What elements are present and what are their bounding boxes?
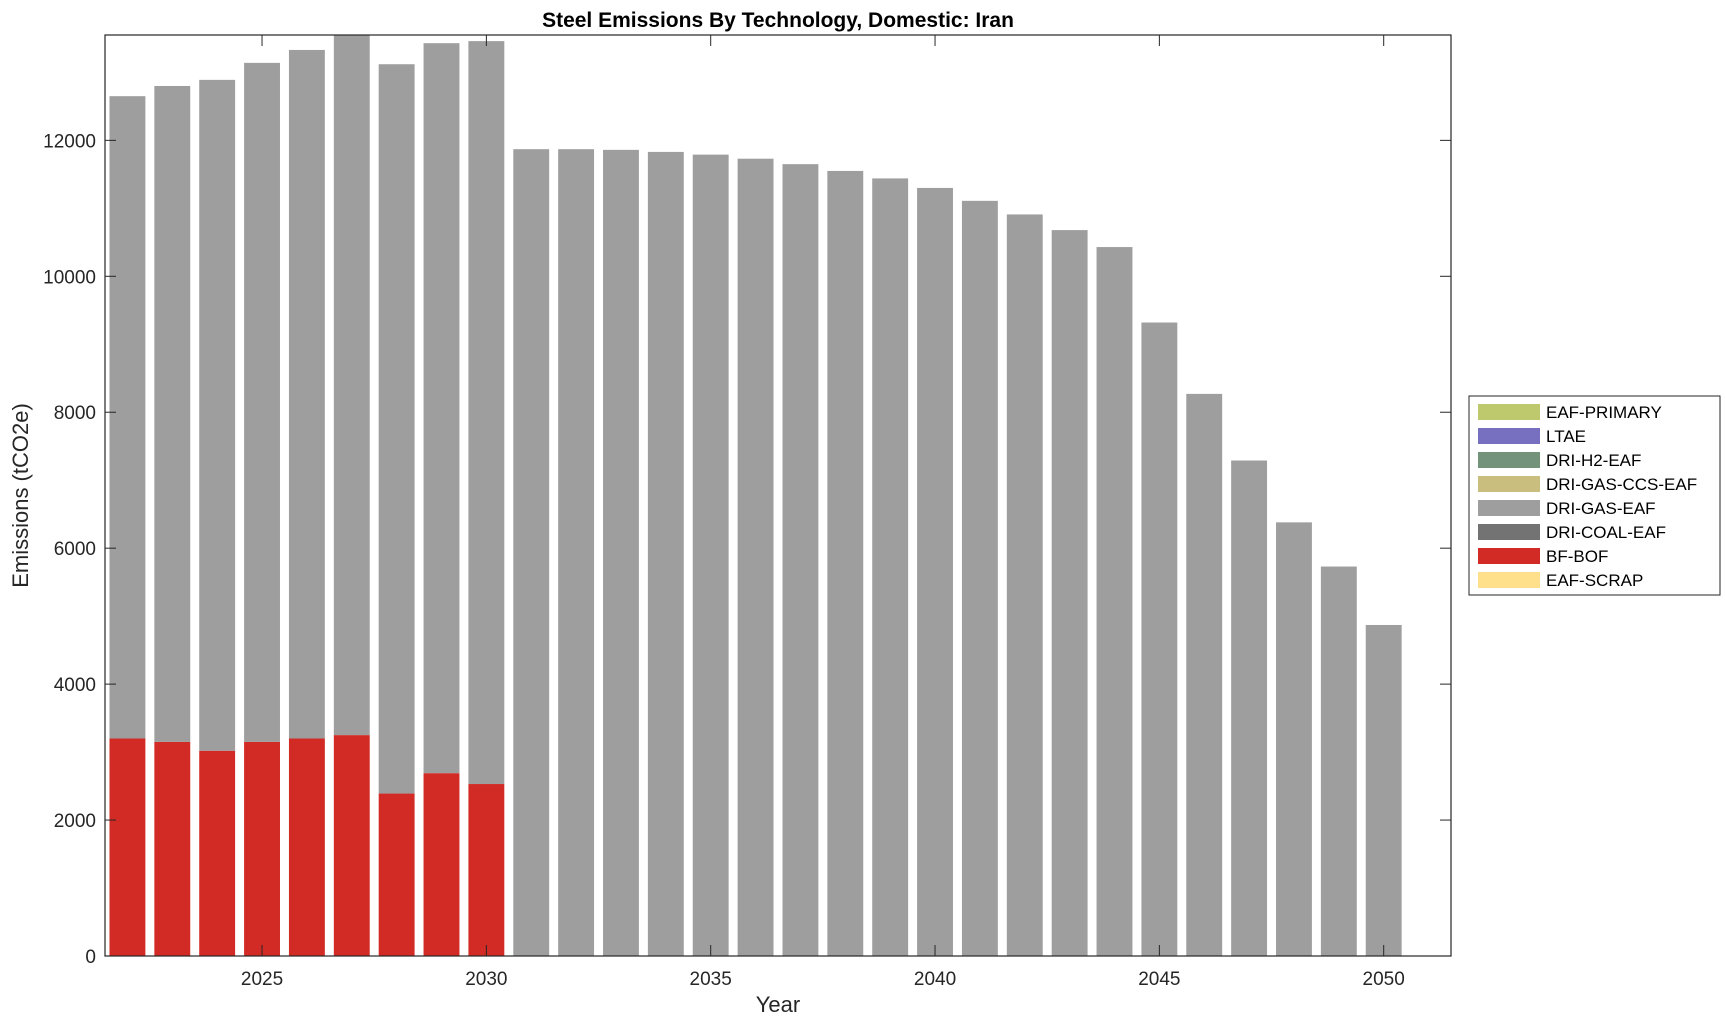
bar-bf-bof-2025 xyxy=(244,741,280,956)
bar-dri-gas-eaf-2025 xyxy=(244,62,280,742)
bar-dri-gas-eaf-2033 xyxy=(603,149,639,956)
bars-layer xyxy=(109,35,1402,957)
bar-bf-bof-2023 xyxy=(154,741,191,956)
bar-dri-gas-eaf-2026 xyxy=(288,49,325,739)
legend-label-dri-gas-ccs-eaf: DRI-GAS-CCS-EAF xyxy=(1546,475,1697,494)
y-tick-label: 4000 xyxy=(54,675,96,696)
bar-dri-gas-eaf-2041 xyxy=(961,200,998,957)
legend-swatch-bf-bof xyxy=(1478,548,1540,564)
bar-dri-gas-eaf-2027 xyxy=(333,35,370,736)
bar-dri-gas-eaf-2045 xyxy=(1141,322,1178,956)
legend-swatch-eaf-scrap xyxy=(1478,572,1540,588)
plot-frame xyxy=(104,34,1452,957)
bar-bf-bof-2028 xyxy=(378,793,415,956)
legend-swatch-ltae xyxy=(1478,428,1540,444)
legend-label-dri-gas-eaf: DRI-GAS-EAF xyxy=(1546,499,1656,518)
legend-label-eaf-primary: EAF-PRIMARY xyxy=(1546,403,1662,422)
y-tick-label: 10000 xyxy=(43,267,96,288)
bar-dri-gas-eaf-2037 xyxy=(782,164,819,956)
x-axis-label: Year xyxy=(756,992,800,1017)
bar-dri-gas-eaf-2035 xyxy=(692,154,729,956)
ticks-layer: 2025 2030 2035 2040 2045 2050 0 2000 4000 6000 800… xyxy=(43,35,1451,990)
bar-dri-gas-eaf-2034 xyxy=(647,151,684,956)
bar-dri-gas-eaf-2024 xyxy=(199,79,236,751)
bar-dri-gas-eaf-2028 xyxy=(378,64,415,794)
bar-bf-bof-2024 xyxy=(199,750,236,956)
y-tick-label: 12000 xyxy=(43,131,96,152)
bar-dri-gas-eaf-2022 xyxy=(109,96,146,739)
legend-swatch-eaf-primary xyxy=(1478,404,1540,420)
x-tick-label: 2045 xyxy=(1138,969,1180,990)
bar-dri-gas-eaf-2038 xyxy=(827,170,864,956)
bar-dri-gas-eaf-2044 xyxy=(1096,247,1133,956)
bar-dri-gas-eaf-2042 xyxy=(1006,214,1043,956)
bar-dri-gas-eaf-2029 xyxy=(423,43,460,774)
x-tick-label: 2050 xyxy=(1363,969,1405,990)
bar-dri-gas-eaf-2023 xyxy=(154,85,191,742)
bar-dri-gas-eaf-2039 xyxy=(872,178,909,957)
legend-swatch-dri-gas-ccs-eaf xyxy=(1478,476,1540,492)
x-tick-label: 2035 xyxy=(690,969,732,990)
bar-dri-gas-eaf-2049 xyxy=(1320,566,1357,956)
y-tick-label: 6000 xyxy=(54,539,96,560)
bar-bf-bof-2022 xyxy=(109,738,146,956)
bar-dri-gas-eaf-2036 xyxy=(737,158,774,956)
bar-dri-gas-eaf-2050 xyxy=(1365,624,1402,956)
bar-dri-gas-eaf-2031 xyxy=(513,149,550,956)
x-tick-label: 2025 xyxy=(241,969,283,990)
bar-bf-bof-2027 xyxy=(333,735,370,956)
legend-label-bf-bof: BF-BOF xyxy=(1546,547,1608,566)
legend-label-eaf-scrap: EAF-SCRAP xyxy=(1546,571,1643,590)
bar-dri-gas-eaf-2046 xyxy=(1186,393,1223,956)
y-axis-label: Emissions (tCO2e) xyxy=(8,403,33,588)
x-tick-label: 2030 xyxy=(465,969,507,990)
legend-swatch-dri-h2-eaf xyxy=(1478,452,1540,468)
y-tick-label: 2000 xyxy=(54,811,96,832)
legend-label-dri-h2-eaf: DRI-H2-EAF xyxy=(1546,451,1641,470)
bar-dri-gas-eaf-2030 xyxy=(468,41,505,785)
x-tick-label: 2040 xyxy=(914,969,956,990)
y-tick-label: 0 xyxy=(85,947,96,968)
legend-swatch-dri-gas-eaf xyxy=(1478,500,1540,516)
bar-bf-bof-2030 xyxy=(468,784,505,956)
bar-dri-gas-eaf-2048 xyxy=(1276,522,1312,956)
bar-dri-gas-eaf-2032 xyxy=(558,149,595,956)
bar-dri-gas-eaf-2043 xyxy=(1051,230,1088,956)
legend: EAF-PRIMARY LTAE DRI-H2-EAF DRI-GAS-CCS-EAF… xyxy=(1468,395,1721,596)
legend-label-ltae: LTAE xyxy=(1546,427,1586,446)
bar-bf-bof-2029 xyxy=(423,773,460,956)
y-tick-label: 8000 xyxy=(54,403,96,424)
legend-label-dri-coal-eaf: DRI-COAL-EAF xyxy=(1546,523,1666,542)
chart-title: Steel Emissions By Technology, Domestic:… xyxy=(542,9,1014,32)
bar-dri-gas-eaf-2047 xyxy=(1231,460,1268,956)
bar-dri-gas-eaf-2040 xyxy=(917,187,953,956)
bar-bf-bof-2026 xyxy=(288,738,325,956)
legend-swatch-dri-coal-eaf xyxy=(1478,524,1540,540)
